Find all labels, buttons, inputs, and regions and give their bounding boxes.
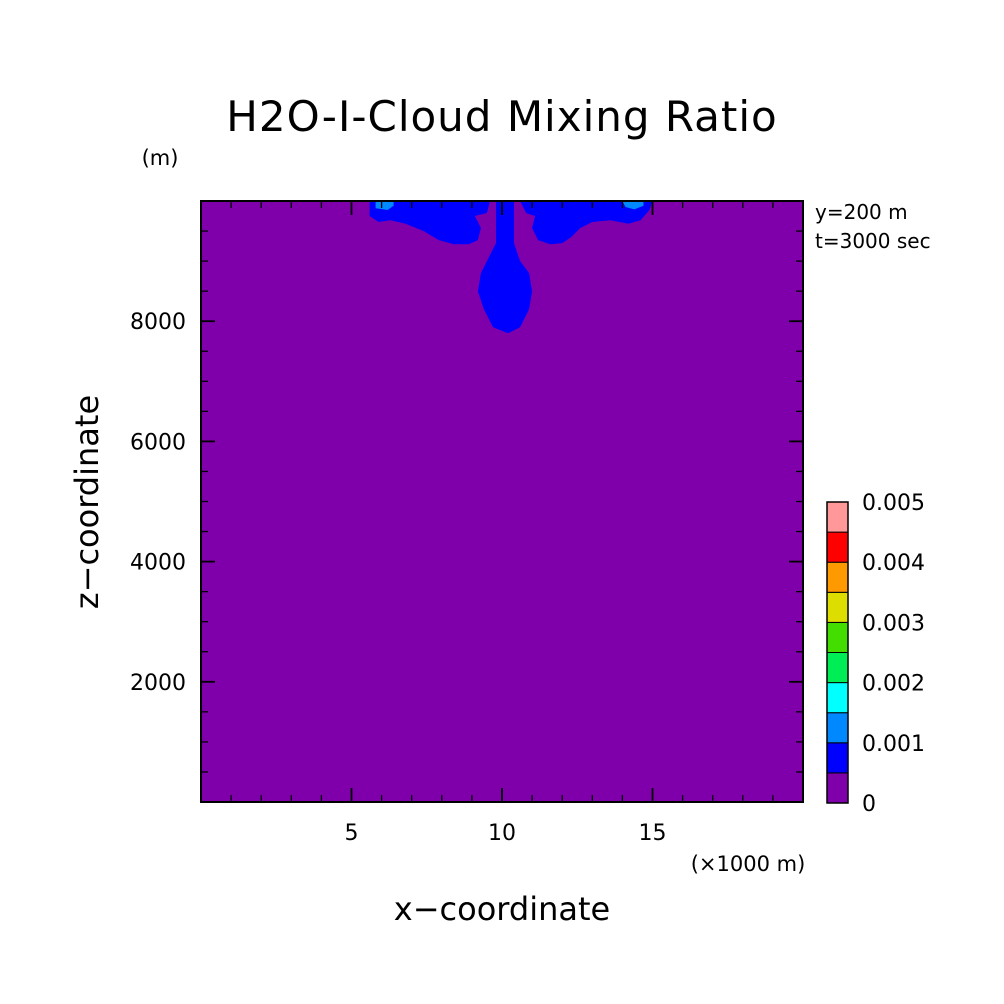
colorbar-swatch [826,682,849,714]
plot-area [200,200,804,803]
y-tick-label: 4000 [130,551,186,576]
colorbar-swatch [826,621,849,654]
y-axis-title: z−coordinate [68,395,106,609]
x-tick-label: 15 [639,821,667,846]
x-axis-title: x−coordinate [394,890,610,928]
contour-regions [369,201,653,334]
major-ticks [201,201,803,802]
colorbar-tick-label: 0.001 [862,732,925,757]
colorbar-swatch [826,652,849,684]
colorbar-swatch [826,712,849,744]
plot-frame [200,200,804,803]
colorbar [826,501,849,804]
x-unit-label: (×1000 m) [691,852,806,876]
y-tick-label: 6000 [130,430,186,455]
colorbar-swatch [826,531,849,563]
colorbar-tick-label: 0.004 [862,551,925,576]
contour-region-left-lobe [369,201,490,245]
colorbar-tick-label: 0.005 [862,491,925,516]
chart-title: H2O-I-Cloud Mixing Ratio [226,92,777,141]
y-tick-labels: 2000 4000 6000 8000 [130,310,186,696]
x-tick-label: 5 [345,821,359,846]
y-tick-label: 2000 [130,671,186,696]
colorbar-swatch [826,591,849,623]
contour-region-central-column [477,201,533,334]
colorbar-swatch [826,772,849,804]
contour-region-left-edge-spot [375,201,394,210]
annotation-y-position: y=200 m [815,200,908,224]
colorbar-swatch [826,742,849,774]
colorbar-tick-label: 0.002 [862,672,925,697]
colorbar-swatch [826,501,849,533]
colorbar-labels: 0 0.001 0.002 0.003 0.004 0.005 [862,491,925,817]
y-tick-label: 8000 [130,310,186,335]
colorbar-swatch [826,561,849,593]
colorbar-tick-label: 0 [862,792,876,817]
x-tick-labels: 5 10 15 [345,821,667,846]
colorbar-frame [826,501,849,804]
x-tick-label: 10 [488,821,516,846]
colorbar-tick-label: 0.003 [862,611,925,636]
contour-region-right-edge-spot [622,201,644,210]
contour-region-right-lobe [520,201,653,245]
annotation-time: t=3000 sec [815,229,931,253]
y-unit-label: (m) [142,146,179,170]
minor-ticks [201,201,803,802]
